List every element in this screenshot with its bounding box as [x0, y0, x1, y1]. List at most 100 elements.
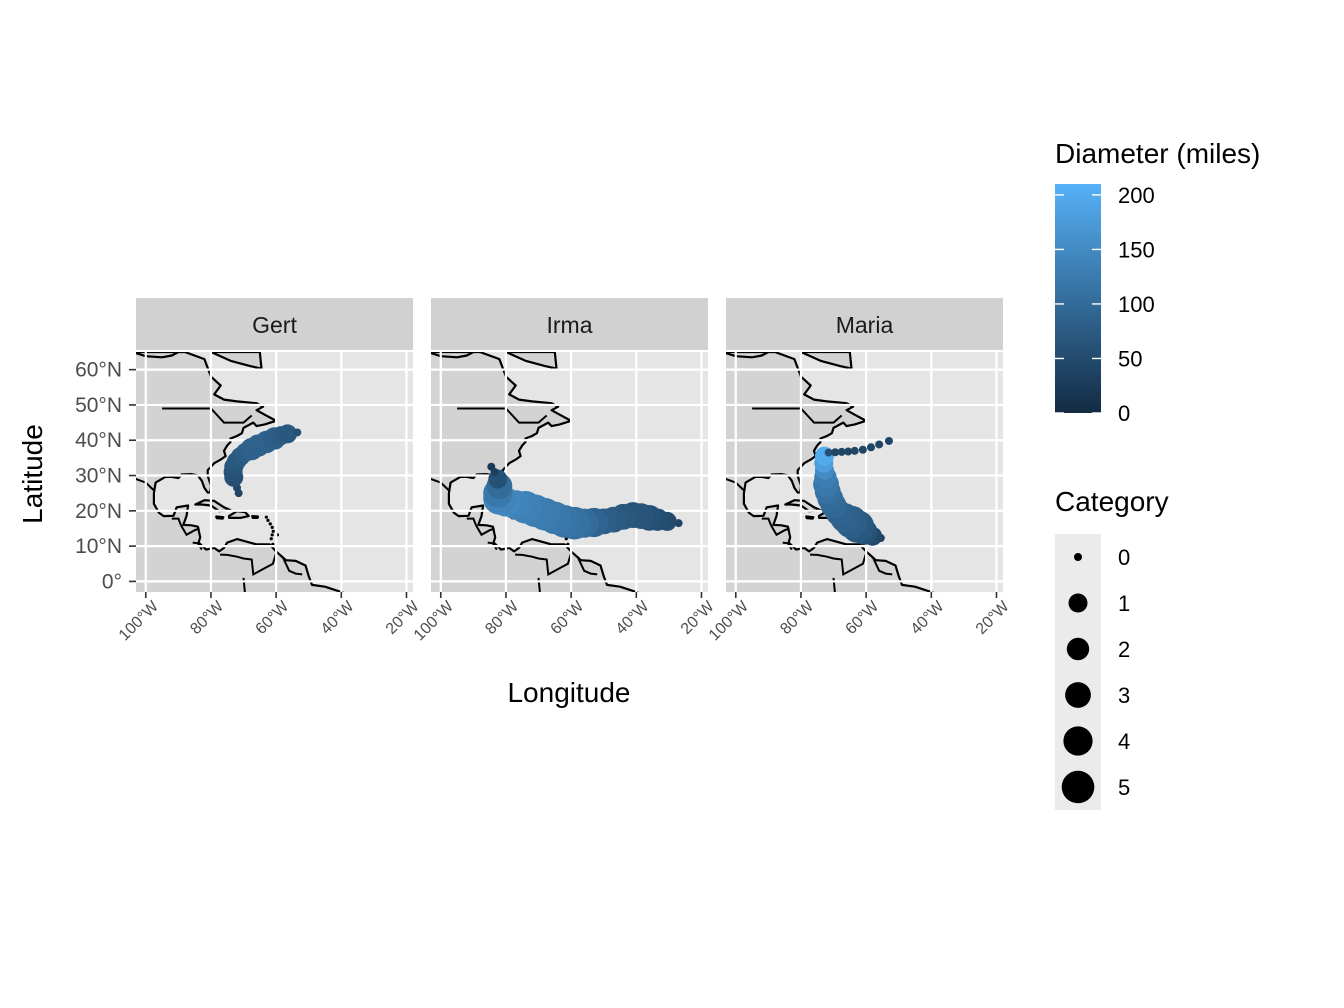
track-point [824, 448, 833, 457]
country-border [431, 477, 450, 492]
country-border [752, 407, 843, 424]
track-point [831, 448, 840, 457]
track-point [850, 446, 859, 455]
storm-track [813, 436, 893, 546]
x-tick-label: 60°W [548, 598, 588, 638]
country-border [281, 556, 303, 576]
facet-strip-label: Gert [252, 312, 297, 338]
facet-strip [431, 298, 708, 350]
graticule [726, 352, 1003, 592]
x-tick-label: 60°W [843, 598, 883, 638]
track-point [837, 447, 846, 456]
island [271, 529, 275, 533]
facet-panels: Gert 100°W 80°W 60°W 40°W 20°W Irma 100°W 80°W 60… [116, 298, 1013, 644]
x-tick-label: 40°W [908, 598, 948, 638]
island [268, 522, 272, 526]
land-polygon [504, 352, 558, 370]
country-border [162, 407, 253, 424]
storm-track [223, 424, 302, 498]
facet-strip-label: Maria [836, 312, 894, 338]
y-tick-label: 50°N [75, 394, 122, 417]
legend-size-point [1066, 637, 1090, 661]
x-axis: 100°W 80°W 60°W 40°W 20°W [116, 592, 423, 644]
x-tick-label: 100°W [706, 598, 753, 645]
land-polygon [805, 515, 815, 520]
country-border [475, 524, 495, 537]
island [264, 515, 268, 519]
country-border [770, 524, 790, 537]
colorbar-label: 100 [1118, 292, 1155, 317]
track-point [278, 424, 298, 444]
track-point [487, 462, 496, 471]
island [270, 525, 274, 530]
category-label: 1 [1118, 591, 1130, 616]
country-border [726, 477, 745, 492]
y-tick-label: 40°N [75, 429, 122, 452]
legend-size-point [1065, 682, 1091, 708]
x-tick-label: 80°W [777, 598, 817, 638]
facet-strip-label: Irma [547, 312, 593, 338]
country-border [457, 407, 548, 424]
country-border [220, 552, 278, 576]
y-axis-title: Latitude [17, 424, 48, 524]
category-label: 2 [1118, 637, 1130, 662]
category-label: 3 [1118, 683, 1130, 708]
colorbar-label: 150 [1118, 237, 1155, 262]
country-border [192, 541, 203, 551]
country-border [515, 552, 573, 576]
island [269, 537, 273, 541]
colorbar-label: 200 [1118, 183, 1155, 208]
land-polygon [251, 514, 259, 520]
category-legend: Category 0 1 2 3 4 5 [1055, 486, 1169, 810]
country-border [487, 541, 498, 551]
country-border [810, 552, 868, 576]
x-axis-title: Longitude [507, 677, 630, 708]
country-border [136, 477, 155, 492]
x-tick-label: 60°W [253, 598, 293, 638]
category-label: 4 [1118, 729, 1130, 754]
land-polygon [215, 515, 225, 520]
track-point [867, 443, 876, 452]
y-tick-label: 10°N [75, 535, 122, 558]
colorbar-label: 0 [1118, 401, 1130, 426]
x-axis: 100°W 80°W 60°W 40°W 20°W [411, 592, 718, 644]
island [266, 518, 270, 522]
storm-track [483, 462, 683, 540]
category-label: 5 [1118, 775, 1130, 800]
track-point [884, 436, 893, 445]
legend-size-point [1063, 726, 1093, 756]
legend-size-point [1061, 770, 1095, 804]
legend-size-point [1074, 553, 1082, 561]
colorbar-label: 50 [1118, 346, 1142, 371]
country-border [180, 524, 200, 537]
country-border [576, 556, 598, 576]
diameter-colorbar [1055, 184, 1101, 413]
x-tick-label: 100°W [411, 598, 458, 645]
x-tick-label: 80°W [482, 598, 522, 638]
track-point [844, 447, 853, 456]
country-border [171, 517, 182, 526]
x-tick-label: 80°W [187, 598, 227, 638]
category-legend-title: Category [1055, 486, 1169, 517]
y-tick-label: 30°N [75, 465, 122, 488]
facet-strip [726, 298, 1003, 350]
y-tick-label: 20°N [75, 500, 122, 523]
land-polygon [799, 352, 853, 370]
country-border [466, 517, 477, 526]
country-border [761, 517, 772, 526]
track-point [875, 440, 884, 449]
track-point [293, 428, 302, 437]
x-axis: 100°W 80°W 60°W 40°W 20°W [706, 592, 1013, 644]
x-tick-label: 100°W [116, 598, 163, 645]
diameter-legend: Diameter (miles) 0 50 100 150 200 [1055, 138, 1260, 426]
island [564, 537, 568, 541]
facet-strip [136, 298, 413, 350]
country-border [782, 541, 793, 551]
island [270, 533, 274, 537]
facet-panel-maria: Maria 100°W 80°W 60°W 40°W 20°W [706, 298, 1013, 644]
y-axis: 0° 10°N 20°N 30°N 40°N 50°N 60°N [75, 359, 136, 593]
land-basemap [726, 352, 935, 592]
country-border [871, 556, 893, 576]
x-tick-label: 40°W [613, 598, 653, 638]
